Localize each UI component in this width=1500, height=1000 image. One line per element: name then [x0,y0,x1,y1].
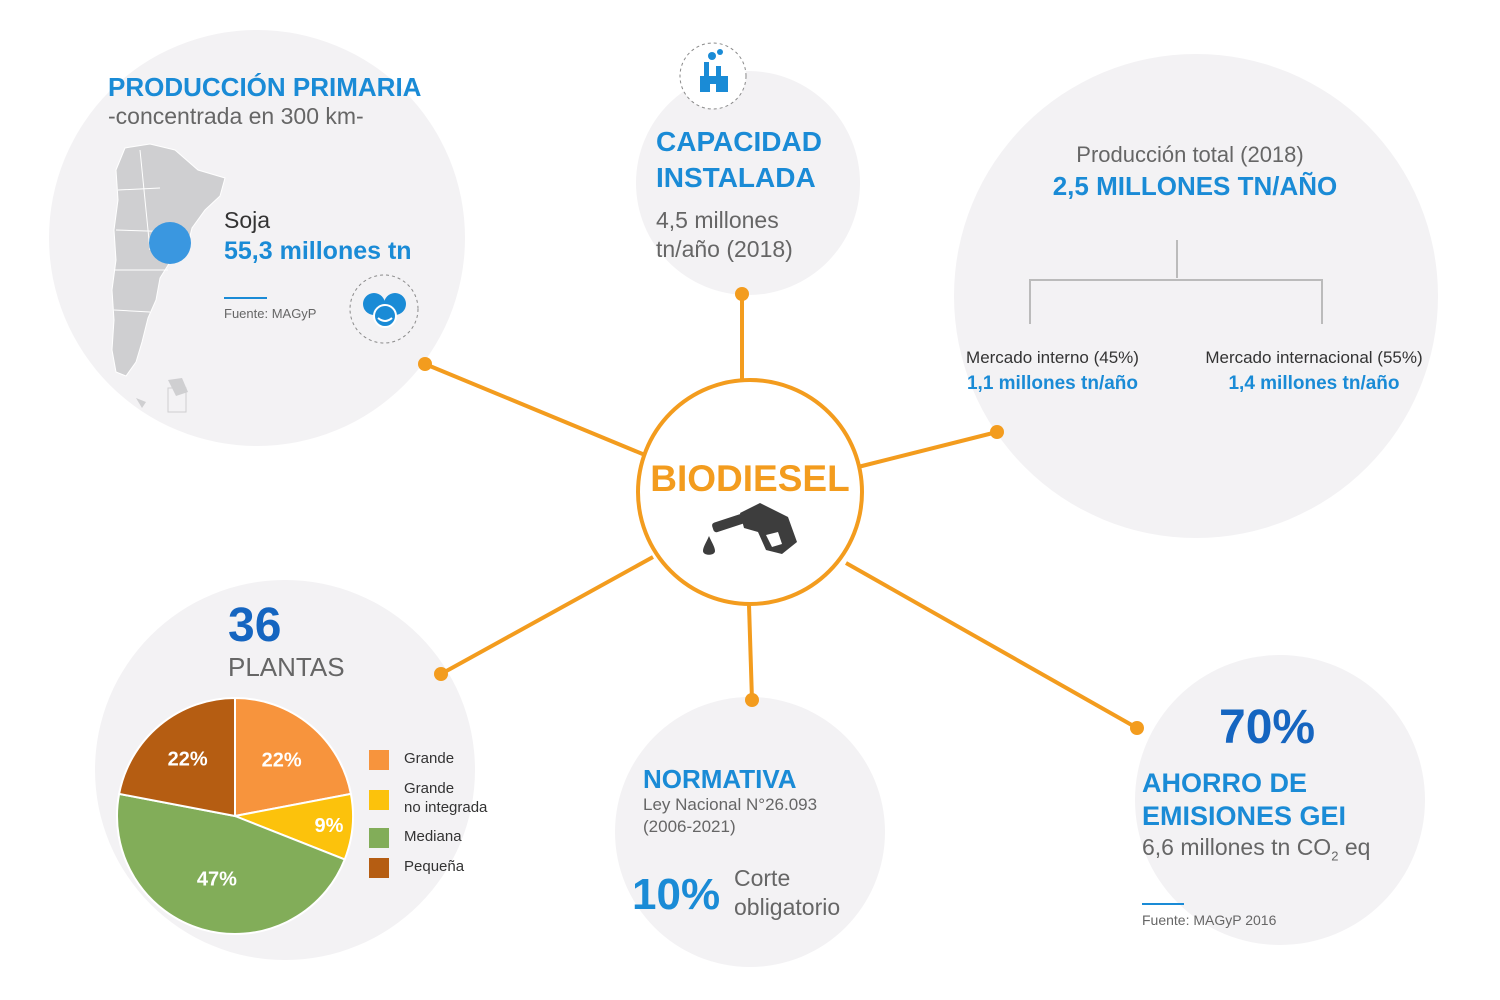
produccion-primaria-source: Fuente: MAGyP [224,306,317,321]
emisiones-title-line2: EMISIONES GEI [1142,801,1347,831]
normativa-percent: 10% [632,870,721,919]
normativa-corte-line1: Corte [734,865,791,891]
emisiones-circle [1135,655,1425,945]
produccion-primaria-subtitle: -concentrada en 300 km- [108,103,364,129]
normativa-period: (2006-2021) [643,817,736,836]
soybean-icon [349,274,419,344]
pie-label-mediana: 47% [197,868,237,890]
pie-slice-mediana [116,792,347,935]
fuel-nozzle-icon [703,503,797,555]
legend-swatch-pequena [369,858,389,878]
connector-lines [424,294,1138,730]
connector-dots [418,287,1144,735]
emisiones-source: Fuente: MAGyP 2016 [1142,912,1277,928]
capacidad-value-line1: 4,5 millones [656,207,779,233]
pie-slice-pequena [117,696,236,818]
normativa-law: Ley Nacional N°26.093 [643,795,818,814]
legend-swatch-mediana [369,828,389,848]
connector-emisiones [845,561,1138,730]
biodiesel-center-circle [636,378,864,606]
produccion-primaria-title: PRODUCCIÓN PRIMARIA [108,72,422,102]
soja-value: 55,3 millones tn [224,237,412,265]
mercado-interno-label: Mercado interno (45%) [966,348,1139,367]
source-dash-primaria [224,297,267,299]
capacidad-circle [636,71,860,295]
mercado-internacional-value: 1,4 millones tn/año [1228,373,1400,394]
emisiones-value: 6,6 millones tn CO2 eq [1142,834,1371,864]
plantas-count: 36 [228,599,282,652]
pie-label-pequena: 22% [168,749,208,771]
legend-label-grande-no-integrada-line1: Grande [404,780,455,797]
legend-swatch-grande [369,750,389,770]
legend-label-grande: Grande [404,750,455,767]
argentina-map-icon [111,143,226,413]
capacidad-title-line1: CAPACIDAD [656,126,822,157]
produccion-total-circle [954,54,1438,538]
produccion-total-value: 2,5 MILLONES TN/AÑO [1052,171,1338,201]
normativa-corte-line2: obligatorio [734,894,841,920]
legend-label-pequena: Pequeña [404,858,465,875]
plantas-pie-chart [116,696,354,935]
pie-label-grande: 22% [262,750,302,772]
pie-slice-grande [234,696,353,818]
normativa-circle [615,697,885,967]
biodiesel-title: BIODIESEL [650,458,850,499]
emisiones-percent: 70% [1219,701,1316,754]
production-tree-lines [1029,240,1323,324]
produccion-primaria-circle [49,30,465,446]
soja-label: Soja [224,207,271,233]
source-dash-emisiones [1142,903,1184,905]
normativa-title: NORMATIVA [643,764,797,794]
legend-label-mediana: Mediana [404,828,462,845]
soja-region-marker [149,222,191,264]
legend-swatch-grande-no-integrada [369,790,389,810]
connector-produccion-total [857,430,998,469]
connector-produccion-primaria [424,362,646,457]
mercado-internacional-label: Mercado internacional (55%) [1205,348,1423,367]
produccion-total-label: Producción total (2018) [1076,142,1304,167]
pie-label-grande-no-integrada: 9% [315,815,344,837]
emisiones-title-line1: AHORRO DE [1142,768,1308,798]
connector-normativa [747,604,754,701]
capacidad-value-line2: tn/año (2018) [656,236,793,262]
factory-icon [679,42,747,110]
capacidad-title-line2: INSTALADA [656,162,816,193]
plantas-pie-labels: 22% 9% 47% 22% [168,749,344,891]
connector-plantas [440,555,654,676]
plantas-label: PLANTAS [228,652,345,682]
mercado-interno-value: 1,1 millones tn/año [966,373,1139,394]
legend-label-grande-no-integrada-line2: no integrada [404,799,488,816]
